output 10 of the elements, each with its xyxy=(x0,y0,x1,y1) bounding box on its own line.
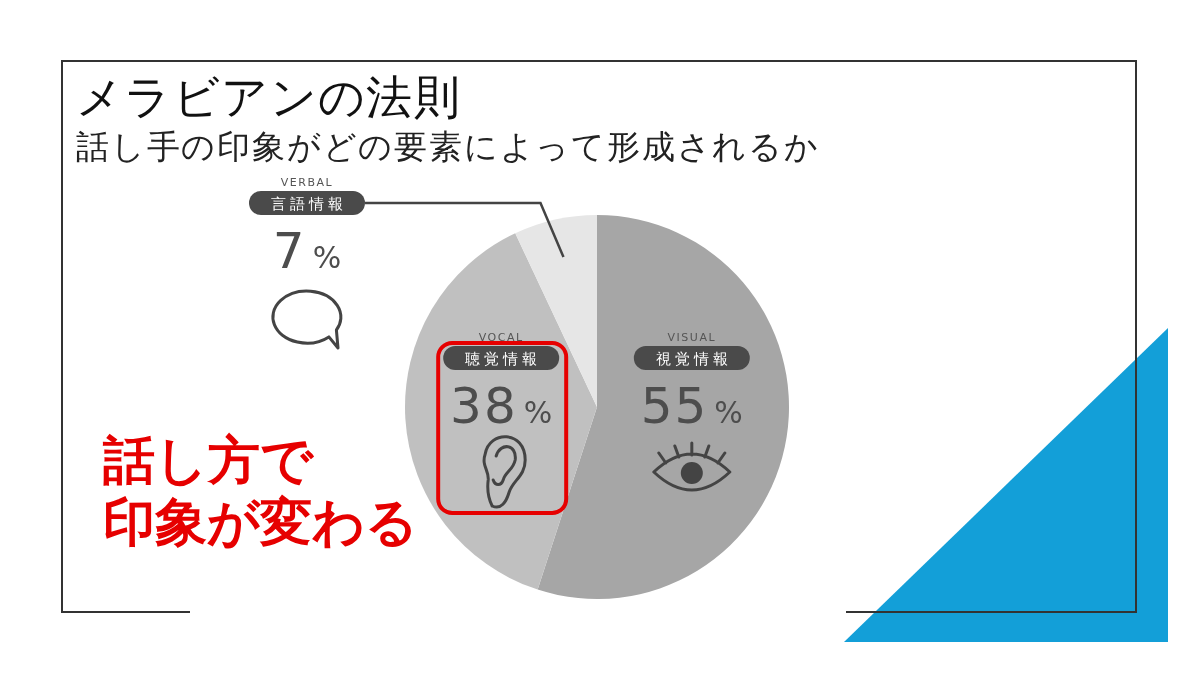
slice-label: 言語情報 xyxy=(271,194,347,213)
chart-title: メラビアンの法則 xyxy=(76,70,462,124)
data-label: 7% xyxy=(272,222,342,280)
text: 話し方で xyxy=(102,430,315,490)
slice-label: 視覚情報 xyxy=(655,349,732,368)
chart-subtitle: 話し手の印象がどの要素によって形成されるか xyxy=(76,127,820,166)
data-label: 55% xyxy=(640,377,743,435)
slice-label: 聴覚情報 xyxy=(465,349,542,368)
text: 印象が変わる xyxy=(103,492,418,552)
data-label: 38% xyxy=(450,377,553,435)
